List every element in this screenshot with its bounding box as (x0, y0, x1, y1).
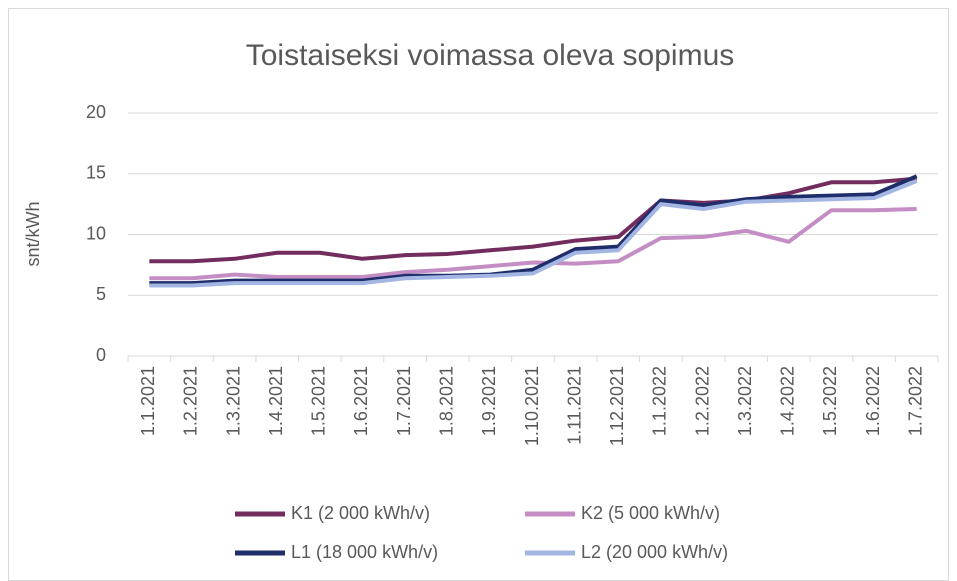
x-tick-label: 1.1.2021 (138, 366, 158, 436)
x-tick-label: 1.5.2021 (309, 366, 329, 436)
chart-border (8, 8, 949, 581)
series-line (149, 176, 917, 264)
y-tick-label: 15 (86, 163, 106, 183)
y-tick-label: 20 (86, 102, 106, 122)
x-tick-label: 1.6.2022 (863, 366, 883, 436)
x-tick-label: 1.12.2021 (607, 366, 627, 446)
x-tick-label: 1.4.2022 (778, 366, 798, 436)
x-tick-label: 1.1.2022 (650, 366, 670, 436)
x-tick-label: 1.6.2021 (351, 366, 371, 436)
x-tick-label: 1.7.2021 (394, 366, 414, 436)
x-tick-label: 1.7.2022 (905, 366, 925, 436)
chart-title: Toistaiseksi voimassa oleva sopimus (246, 39, 735, 72)
x-tick-label: 1.10.2021 (522, 366, 542, 446)
x-tick-label: 1.9.2021 (479, 366, 499, 436)
y-tick-label: 10 (86, 223, 106, 243)
x-tick-label: 1.8.2021 (436, 366, 456, 436)
x-tick-label: 1.2.2021 (181, 366, 201, 436)
x-tick-label: 1.4.2021 (266, 366, 286, 436)
x-tick-label: 1.2.2022 (692, 366, 712, 436)
x-tick-label: 1.3.2022 (735, 366, 755, 436)
series-line (149, 179, 918, 288)
y-tick-label: 5 (96, 284, 106, 304)
series-line (149, 174, 918, 286)
y-tick-label: 0 (96, 345, 106, 365)
legend-label: L1 (18 000 kWh/v) (291, 542, 438, 562)
y-axis-label: snt/kWh (23, 201, 43, 266)
x-tick-label: 1.5.2022 (820, 366, 840, 436)
series-line (149, 206, 917, 281)
legend-label: K1 (2 000 kWh/v) (291, 503, 430, 523)
legend-label: K2 (5 000 kWh/v) (581, 503, 720, 523)
x-tick-label: 1.11.2021 (564, 366, 584, 445)
legend-label: L2 (20 000 kWh/v) (581, 542, 728, 562)
x-tick-label: 1.3.2021 (223, 366, 243, 436)
